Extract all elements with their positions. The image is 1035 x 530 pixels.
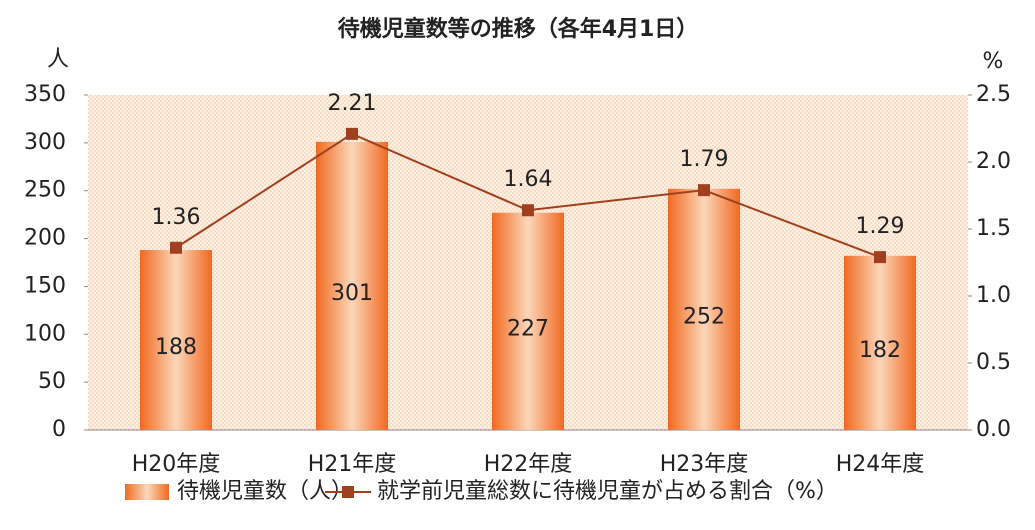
line-value-label: 2.21 [328, 91, 377, 116]
bar [140, 250, 212, 430]
bar-value-label: 182 [859, 338, 901, 363]
line-value-label: 1.79 [680, 147, 729, 172]
bar [668, 188, 740, 430]
y-tick-label: 200 [24, 226, 66, 251]
x-tick-label: H21年度 [308, 452, 397, 477]
x-tick-label: H23年度 [660, 452, 749, 477]
chart-title: 待機児童数等の推移（各年4月1日） [338, 16, 699, 42]
y-axis-label: 人 [47, 47, 69, 72]
y-tick-label: 300 [24, 130, 66, 155]
bar [844, 255, 916, 430]
y2-tick-label: 0.5 [976, 350, 1011, 375]
line-marker [874, 251, 886, 264]
bar-value-label: 227 [507, 316, 549, 341]
legend-swatch [342, 486, 354, 498]
y2-tick-label: 1.5 [976, 216, 1011, 241]
bar [492, 212, 564, 430]
x-tick-label: H20年度 [132, 452, 221, 477]
line-value-label: 1.64 [504, 167, 553, 192]
y2-tick-label: 2.0 [976, 149, 1011, 174]
y-tick-label: 0 [52, 417, 66, 442]
legend-label: 待機児童数（人） [177, 479, 353, 504]
line-marker [522, 204, 534, 217]
line-value-label: 1.36 [152, 205, 201, 230]
x-tick-label: H22年度 [484, 452, 573, 477]
y-tick-label: 250 [24, 178, 66, 203]
bar [316, 141, 388, 430]
y-tick-label: 350 [24, 82, 66, 107]
y2-tick-label: 1.0 [976, 283, 1011, 308]
legend-label: 就学前児童総数に待機児童が占める割合（%） [377, 479, 838, 504]
y2-axis-label: % [983, 49, 1004, 74]
line-value-label: 1.29 [856, 214, 905, 239]
y2-tick-label: 2.5 [976, 82, 1011, 107]
line-marker [346, 127, 358, 140]
y-tick-label: 50 [38, 369, 66, 394]
line-marker [698, 184, 710, 197]
y2-tick-label: 0.0 [976, 417, 1011, 442]
bar-value-label: 252 [683, 304, 725, 329]
bar-value-label: 188 [155, 335, 197, 360]
x-tick-label: H24年度 [836, 452, 925, 477]
legend-swatch [125, 484, 169, 500]
y-tick-label: 100 [24, 321, 66, 346]
line-marker [170, 241, 182, 254]
bar-value-label: 301 [331, 281, 373, 306]
y-tick-label: 150 [24, 273, 66, 298]
